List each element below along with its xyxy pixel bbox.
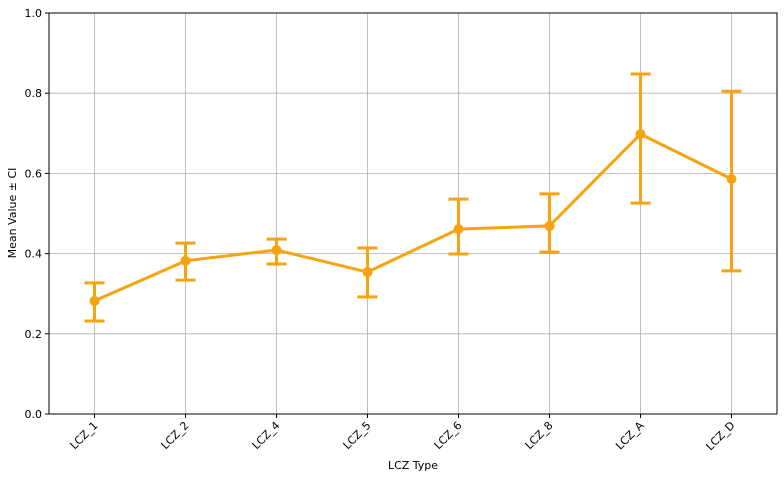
x-axis-label: LCZ Type — [388, 459, 438, 472]
x-tick-label: LCZ_1 — [67, 419, 100, 452]
x-tick-label: LCZ_4 — [249, 419, 282, 452]
mean-point — [726, 174, 737, 185]
mean-point — [362, 267, 373, 278]
x-tick-label: LCZ_2 — [158, 419, 191, 452]
mean-point — [271, 244, 282, 255]
x-tick-label: LCZ_6 — [431, 419, 464, 452]
y-tick-label: 0.2 — [25, 328, 43, 341]
mean-point — [180, 255, 191, 266]
x-tick-label: LCZ_D — [703, 419, 737, 453]
y-axis-label: Mean Value ± CI — [6, 168, 19, 259]
y-tick-label: 1.0 — [25, 7, 43, 20]
mean-point — [89, 295, 100, 306]
mean-point — [544, 220, 555, 231]
y-tick-label: 0.4 — [25, 248, 43, 261]
mean-point — [635, 129, 646, 140]
y-tick-label: 0.6 — [25, 167, 43, 180]
x-tick-label: LCZ_8 — [522, 419, 555, 452]
y-tick-label: 0.8 — [25, 87, 43, 100]
mean-line — [93, 132, 733, 303]
x-tick-label: LCZ_5 — [340, 419, 373, 452]
x-tick-label: LCZ_A — [613, 419, 647, 453]
y-tick-label: 0.0 — [25, 408, 43, 421]
mean-point — [453, 224, 464, 235]
plot-frame — [48, 12, 778, 415]
